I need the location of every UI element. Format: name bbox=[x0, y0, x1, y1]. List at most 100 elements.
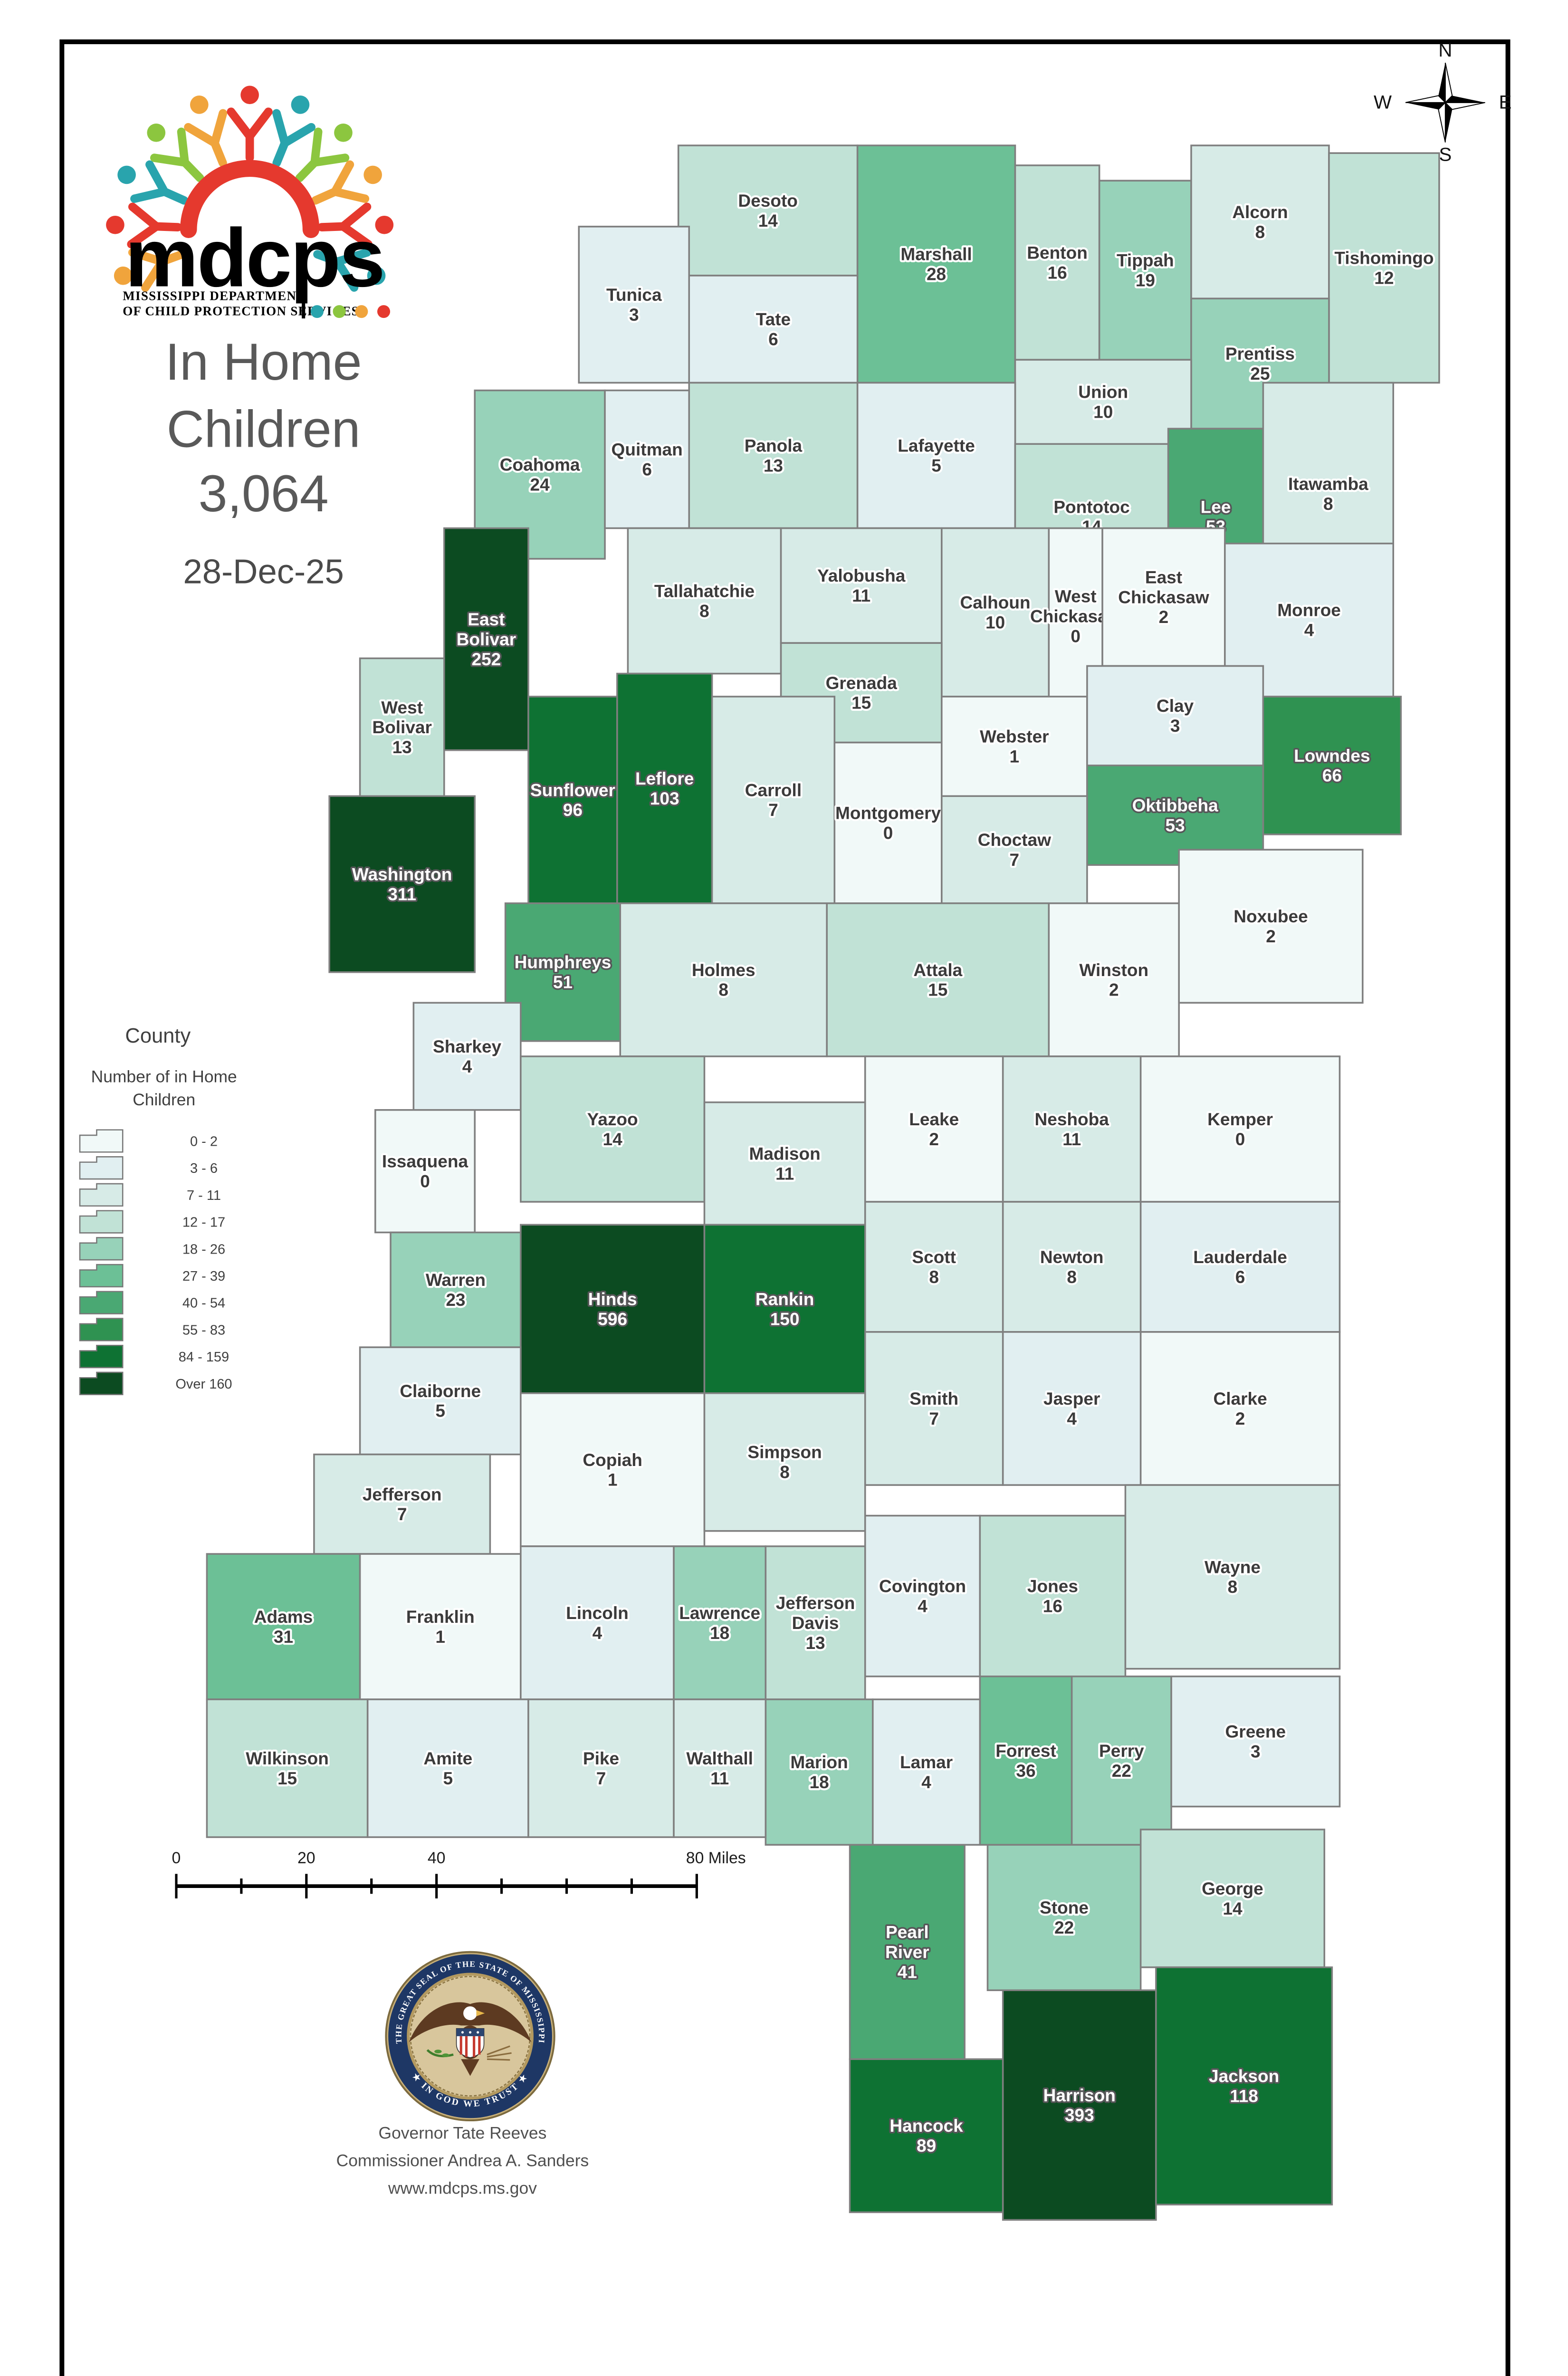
county-label: Hancock bbox=[889, 2116, 963, 2136]
legend: County Number of in Home Children 0 - 2 3… bbox=[79, 1025, 237, 1395]
legend-class-label: 27 - 39 bbox=[182, 1269, 225, 1284]
county-label: 18 bbox=[809, 1772, 829, 1792]
county-label: Montgomery bbox=[835, 803, 941, 823]
county-label: 5 bbox=[443, 1768, 453, 1788]
county-label: 8 bbox=[780, 1462, 790, 1482]
county-label: 4 bbox=[921, 1772, 931, 1792]
county-label: Bolivar bbox=[457, 629, 516, 649]
county-label: 22 bbox=[1112, 1761, 1131, 1781]
legend-class-label: 84 - 159 bbox=[179, 1350, 229, 1365]
county-label: Greene bbox=[1225, 1722, 1286, 1742]
county-label: Neshoba bbox=[1034, 1109, 1109, 1129]
county-label: 7 bbox=[1010, 850, 1020, 870]
county-label: 1 bbox=[1010, 746, 1020, 766]
logo-dots-icon bbox=[310, 305, 391, 318]
county-label: 15 bbox=[928, 980, 947, 1000]
compass-north-label: N bbox=[1438, 39, 1452, 61]
county-label: 96 bbox=[563, 800, 583, 820]
logo-dept-line1: MISSISSIPPI DEPARTMENT bbox=[123, 288, 306, 303]
county-label: Jefferson bbox=[363, 1484, 442, 1504]
county-label: Newton bbox=[1040, 1247, 1104, 1267]
county-label: 7 bbox=[929, 1408, 939, 1428]
logo-dot bbox=[377, 305, 391, 318]
county-label: Issaquena bbox=[382, 1151, 468, 1171]
legend-class-label: 18 - 26 bbox=[182, 1242, 225, 1257]
legend-class-row: 84 - 159 bbox=[79, 1344, 229, 1369]
county-label: 4 bbox=[1304, 620, 1314, 640]
county-label: 11 bbox=[775, 1163, 794, 1183]
county-label: Covington bbox=[879, 1576, 966, 1596]
county-label: 8 bbox=[1255, 222, 1265, 242]
legend-class-label: Over 160 bbox=[175, 1377, 232, 1392]
county-label: Marion bbox=[790, 1752, 848, 1772]
county-label: 14 bbox=[758, 211, 778, 230]
compass-west-label: W bbox=[1374, 92, 1392, 113]
county-label: 10 bbox=[1093, 402, 1113, 422]
footer-website: www.mdcps.ms.gov bbox=[388, 2179, 537, 2198]
legend-class-row: 40 - 54 bbox=[79, 1291, 225, 1314]
county-label: 19 bbox=[1136, 270, 1155, 290]
county-label: Sharkey bbox=[433, 1036, 502, 1056]
county-label: 3 bbox=[1170, 716, 1180, 736]
county-label: Claiborne bbox=[400, 1381, 481, 1401]
county-label: Stone bbox=[1040, 1897, 1089, 1917]
legend-class-label: 0 - 2 bbox=[190, 1134, 218, 1149]
county-label: 15 bbox=[277, 1768, 297, 1788]
county-label: 2 bbox=[1266, 926, 1276, 946]
logo-dot bbox=[333, 305, 346, 318]
county-label: Lafayette bbox=[898, 435, 975, 455]
county-label: Itawamba bbox=[1288, 474, 1368, 494]
footer-governor: Governor Tate Reeves bbox=[379, 2124, 547, 2143]
legend-subtitle-line1: Number of in Home bbox=[91, 1067, 237, 1086]
footer-commissioner: Commissioner Andrea A. Sanders bbox=[336, 2151, 589, 2170]
county-label: Attala bbox=[913, 960, 962, 980]
county-label: 4 bbox=[462, 1056, 472, 1076]
county-label: 11 bbox=[710, 1768, 729, 1788]
report-header: In Home Children 3,064 28-Dec-25 bbox=[165, 333, 362, 591]
compass-south-label: S bbox=[1439, 144, 1452, 165]
county-label: 2 bbox=[929, 1129, 939, 1149]
county-label: 36 bbox=[1016, 1761, 1035, 1781]
compass-rose-icon: N E S W bbox=[1374, 39, 1511, 165]
county-label: Simpson bbox=[747, 1442, 822, 1462]
legend-subtitle-line2: Children bbox=[133, 1090, 195, 1109]
county-label: 25 bbox=[1250, 364, 1270, 383]
county-label: 118 bbox=[1230, 2086, 1258, 2106]
county-label: Lawrence bbox=[679, 1603, 760, 1623]
county-label: 89 bbox=[917, 2136, 936, 2156]
legend-swatch bbox=[79, 1210, 124, 1234]
legend-class-row: Over 160 bbox=[79, 1371, 232, 1395]
county-label: 596 bbox=[598, 1309, 627, 1329]
county-label: 8 bbox=[1228, 1577, 1238, 1597]
legend-class-row: 12 - 17 bbox=[79, 1210, 225, 1234]
legend-class-label: 12 - 17 bbox=[182, 1215, 225, 1230]
scale-label-80-miles: 80 Miles bbox=[686, 1849, 746, 1867]
county-label: 3 bbox=[1251, 1742, 1261, 1762]
county-label: Adams bbox=[254, 1607, 313, 1627]
county-label: 6 bbox=[642, 459, 652, 479]
